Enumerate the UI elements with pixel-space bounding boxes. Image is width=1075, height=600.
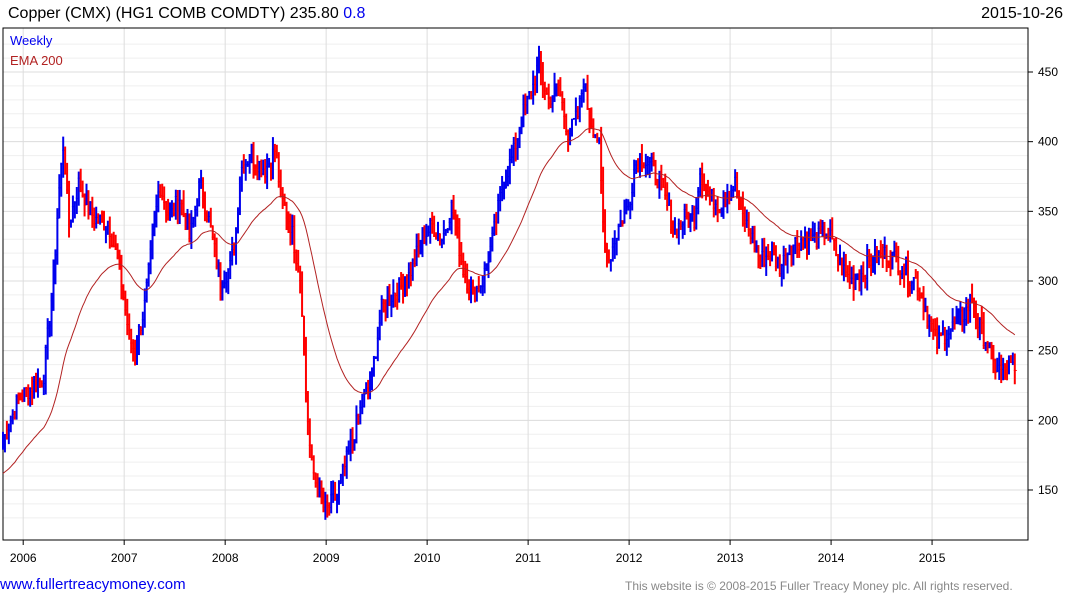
x-tick-label: 2008 — [212, 551, 239, 565]
y-tick-label: 400 — [1038, 135, 1058, 149]
y-tick-label: 300 — [1038, 274, 1058, 288]
y-tick-label: 250 — [1038, 344, 1058, 358]
price-change: 0.8 — [343, 5, 366, 22]
x-tick-label: 2011 — [515, 551, 541, 565]
x-tick-label: 2014 — [818, 551, 845, 565]
plot-frame — [2, 27, 1029, 541]
ema-200-line — [2, 127, 1016, 474]
copyright-notice: This website is © 2008-2015 Fuller Treac… — [625, 579, 1013, 593]
legend-entry: Weekly — [10, 33, 53, 48]
x-tick-label: 2015 — [919, 551, 946, 565]
price-chart: 150 200 250 300 350 400 450 2006 2007 2008 2009 201… — [2, 27, 1058, 565]
x-tick-label: 2006 — [10, 551, 37, 565]
y-tick-label: 350 — [1038, 204, 1058, 218]
x-tick-label: 2007 — [111, 551, 138, 565]
y-tick-label: 200 — [1038, 413, 1058, 427]
x-tick-label: 2009 — [313, 551, 340, 565]
title-text: Copper (CMX) (HG1 COMB COMDTY) 235.80 — [8, 5, 339, 22]
chart-title: Copper (CMX) (HG1 COMB COMDTY) 235.80 0.… — [8, 5, 365, 23]
legend-entry: EMA 200 — [10, 53, 63, 68]
x-tick-label: 2012 — [616, 551, 643, 565]
x-tick-label: 2013 — [717, 551, 744, 565]
y-tick-label: 150 — [1038, 483, 1058, 497]
chart-date: 2015-10-26 — [981, 5, 1063, 22]
x-tick-label: 2010 — [414, 551, 441, 565]
y-tick-label: 450 — [1038, 65, 1058, 79]
website-link[interactable]: www.fullertreacymoney.com — [0, 576, 186, 593]
